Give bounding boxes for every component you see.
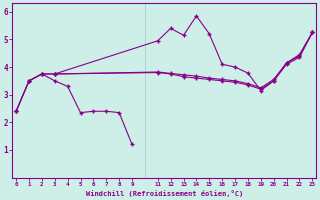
X-axis label: Windchill (Refroidissement éolien,°C): Windchill (Refroidissement éolien,°C) xyxy=(85,190,243,197)
